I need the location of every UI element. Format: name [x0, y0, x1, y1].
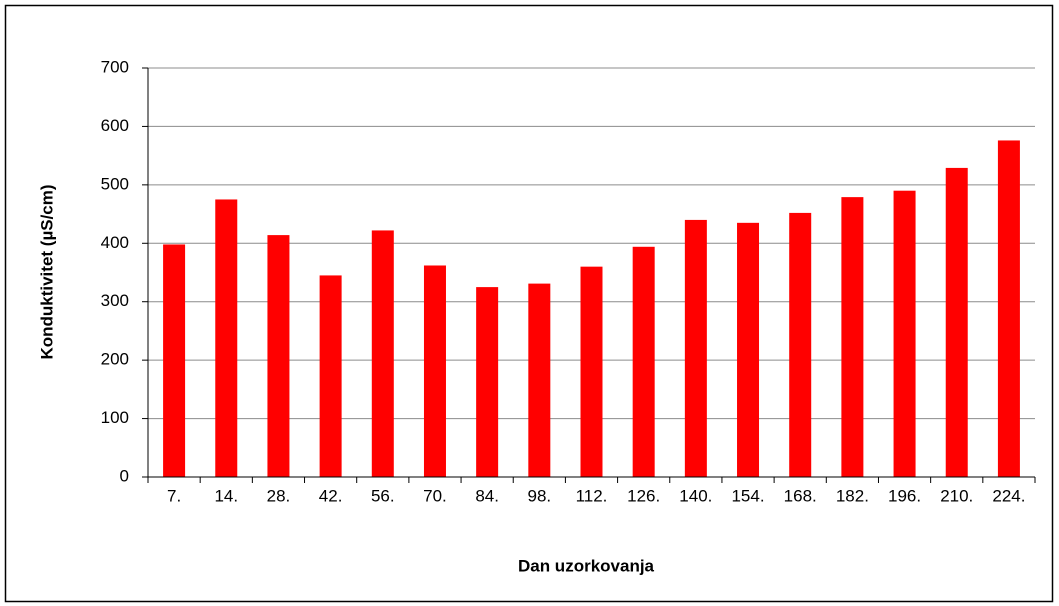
x-tick-label: 70. — [423, 486, 447, 505]
y-tick-label: 100 — [101, 408, 129, 427]
bar — [684, 219, 707, 477]
bar — [945, 167, 968, 478]
bar — [423, 265, 446, 477]
bar — [893, 190, 916, 477]
bar — [632, 246, 655, 477]
y-tick-label: 500 — [101, 174, 129, 193]
x-tick-label: 28. — [267, 486, 291, 505]
y-tick-label: 400 — [101, 233, 129, 252]
y-tick-label: 600 — [101, 116, 129, 135]
y-tick-label: 0 — [120, 466, 129, 485]
x-tick-label: 7. — [167, 486, 181, 505]
bar — [737, 222, 760, 477]
x-tick-label: 84. — [475, 486, 499, 505]
bar — [319, 275, 342, 477]
x-tick-label: 210. — [940, 486, 973, 505]
x-axis-title: Dan uzorkovanja — [518, 556, 655, 575]
bar — [371, 230, 394, 477]
x-tick-label: 42. — [319, 486, 343, 505]
bar — [841, 197, 864, 477]
x-tick-label: 14. — [214, 486, 238, 505]
bar — [215, 199, 238, 477]
x-tick-label: 182. — [836, 486, 869, 505]
y-tick-label: 300 — [101, 291, 129, 310]
y-tick-label: 700 — [101, 57, 129, 76]
bar — [163, 244, 186, 477]
x-tick-label: 168. — [784, 486, 817, 505]
bar — [580, 266, 603, 477]
x-tick-label: 112. — [576, 486, 608, 505]
x-tick-label: 154. — [731, 486, 764, 505]
bar — [267, 235, 290, 477]
bar — [789, 212, 812, 477]
y-axis-title: Konduktivitet (µS/cm) — [37, 184, 56, 359]
bar — [997, 140, 1020, 478]
bar — [476, 287, 499, 477]
x-tick-label: 196. — [888, 486, 921, 505]
x-tick-label: 126. — [627, 486, 660, 505]
x-tick-label: 98. — [528, 486, 552, 505]
x-tick-label: 140. — [679, 486, 712, 505]
x-tick-label: 56. — [371, 486, 395, 505]
y-tick-label: 200 — [101, 350, 129, 369]
x-tick-label: 224. — [992, 486, 1025, 505]
bar — [528, 283, 551, 477]
